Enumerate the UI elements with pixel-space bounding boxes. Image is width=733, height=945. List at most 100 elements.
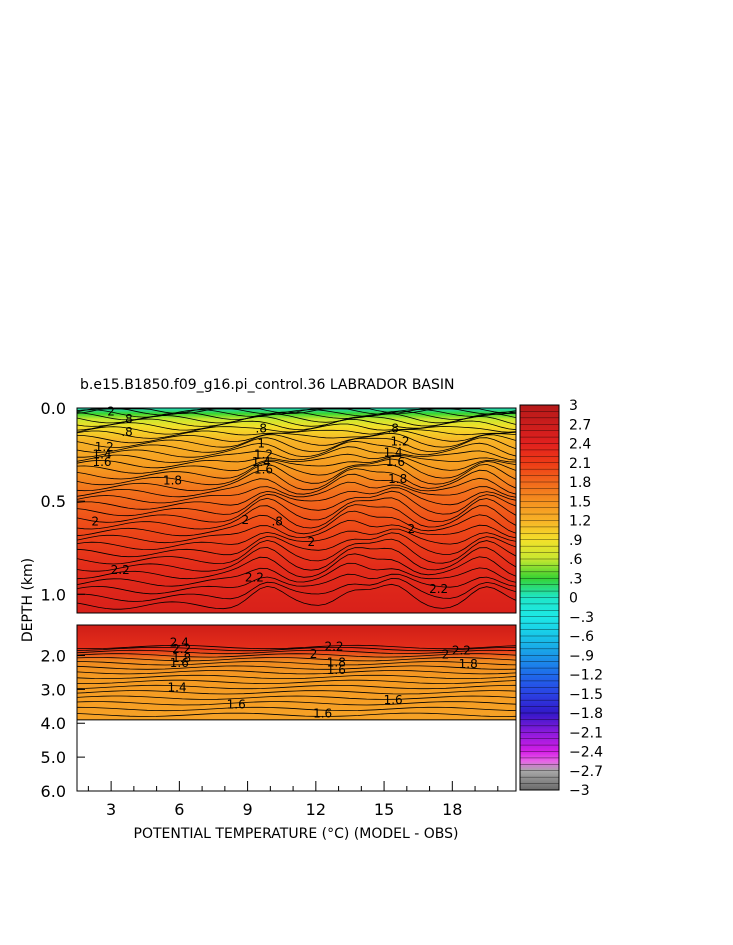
contour-line — [77, 577, 516, 602]
contour-label: 2.2 — [452, 644, 471, 658]
contour-line — [77, 510, 516, 537]
contour-line — [76, 695, 517, 700]
chart-title: b.e15.B1850.f09_g16.pi_control.36 LABRAD… — [80, 377, 455, 393]
colorbar-tick-label: 2.7 — [569, 417, 591, 433]
y-tick-label: 3.0 — [41, 680, 66, 699]
colorbar-tick-label: 2.1 — [569, 456, 591, 472]
colorbar-tick-label: −1.5 — [569, 687, 603, 703]
y-tick-label: 4.0 — [41, 714, 66, 733]
contour-label: 1.8 — [163, 474, 182, 488]
contour-line — [77, 446, 516, 463]
colorbar-tick-label: −.3 — [569, 610, 594, 626]
colorbar-frame — [519, 404, 560, 791]
contour-label: 1.2 — [95, 440, 114, 454]
contour-label: 2 — [442, 647, 450, 661]
upper-panel-frame — [76, 407, 517, 614]
contour-label: 1.6 — [227, 698, 246, 712]
x-tick-label: 15 — [374, 800, 394, 819]
y-tick-label: 2.0 — [41, 646, 66, 665]
contour-line — [77, 432, 516, 448]
contour-line — [77, 437, 516, 453]
y-tick-label: 5.0 — [41, 748, 66, 767]
colorbar-tick-label: .9 — [569, 533, 582, 549]
contour-label: 1.6 — [327, 663, 346, 677]
contour-label: 2 — [242, 513, 250, 527]
colorbar-tick-label: .3 — [569, 571, 582, 587]
y-tick-label: 6.0 — [41, 782, 66, 801]
contour-line — [76, 653, 517, 658]
colorbar-tick-label: 1.2 — [569, 514, 591, 530]
contour-label: 2 — [310, 647, 318, 661]
contour-line — [76, 670, 517, 675]
y-tick-label: 0.0 — [41, 399, 66, 418]
contour-label: 1.4 — [252, 455, 271, 469]
contour-line — [76, 684, 517, 690]
contour-line — [77, 487, 516, 510]
colorbar-tick-label: −3 — [569, 783, 590, 799]
contour-line — [77, 481, 516, 504]
contour-line — [76, 649, 517, 655]
contour-label: .8 — [256, 422, 267, 436]
contour-line — [77, 528, 516, 551]
upper-panel — [77, 408, 516, 613]
contour-label: .8 — [121, 412, 132, 426]
contour-line — [77, 504, 516, 530]
contour-line — [77, 468, 516, 492]
colorbar-tick-label: −.9 — [569, 648, 594, 664]
x-tick-label: 6 — [174, 800, 184, 819]
contour-line — [76, 674, 517, 679]
colorbar-tick-label: .6 — [569, 552, 582, 568]
contour-label: 2 — [91, 515, 99, 529]
x-tick-label: 18 — [442, 800, 462, 819]
contour-line — [77, 455, 516, 474]
contour-line — [76, 646, 517, 652]
contour-line — [77, 428, 516, 439]
contour-line — [77, 423, 516, 435]
colorbar-tick-label: 1.8 — [569, 475, 591, 491]
colorbar: 3 2.7 2.4 2.1 1.8 1.5 1.2 .9 .6 .3 0 −.3 −.6 −.9 −1.2 −… — [519, 398, 603, 799]
colorbar-tick-label: −2.7 — [569, 764, 603, 780]
contour-line — [77, 418, 516, 431]
contour-label: 1.6 — [92, 455, 111, 469]
contour-label: 2.2 — [324, 639, 343, 653]
contour-label: 1.4 — [92, 448, 111, 462]
x-axis-label: POTENTIAL TEMPERATURE (°C) (MODEL - OBS) — [134, 826, 459, 842]
contour-line — [76, 679, 517, 685]
contour-label: 1.8 — [172, 651, 191, 665]
contour-label: 1.8 — [459, 657, 478, 671]
x-axis: 3 6 9 12 15 18 — [87, 781, 499, 819]
contour-line — [77, 538, 516, 565]
x-tick-label: 9 — [243, 800, 253, 819]
contour-line — [77, 497, 516, 523]
colorbar-tick-label: −2.1 — [569, 725, 603, 741]
contour-line — [76, 701, 517, 706]
contour-label: 2.2 — [111, 563, 130, 577]
contour-line — [77, 583, 516, 610]
contour-label: 2 — [408, 522, 416, 536]
contour-line — [76, 712, 517, 717]
contour-label: 1.2 — [254, 448, 273, 462]
colorbar-tick-label: 1.5 — [569, 494, 591, 510]
contour-labels: 2.8.81.21.41.61.82 2222.22.2.8.811.21.41.… — [91, 405, 477, 721]
contour-line — [76, 706, 517, 712]
contour-line — [77, 458, 516, 480]
contour-line — [76, 690, 517, 695]
contour-line — [77, 490, 516, 517]
y-tick-label: 0.5 — [41, 492, 66, 511]
contour-label: 2.2 — [245, 571, 264, 585]
contour-label: 1 — [257, 436, 265, 450]
colorbar-tick-label: −2.4 — [569, 745, 603, 761]
y-axis: 0.0 0.5 1.0 2.0 3.0 4.0 5.0 6.0 — [41, 399, 85, 801]
contour-label: 2 — [107, 405, 115, 419]
colorbar-tick-label: −1.2 — [569, 668, 603, 684]
contour-label: 1.6 — [386, 455, 405, 469]
contour-label: 2.2 — [429, 582, 448, 596]
contour-line — [77, 661, 517, 666]
x-tick-label: 12 — [306, 800, 326, 819]
contour-line — [76, 657, 517, 662]
lower-panel — [76, 625, 517, 721]
contour-line — [77, 573, 516, 595]
colorbar-tick-label: −.6 — [569, 629, 594, 645]
contour-label: 2.4 — [170, 636, 189, 650]
